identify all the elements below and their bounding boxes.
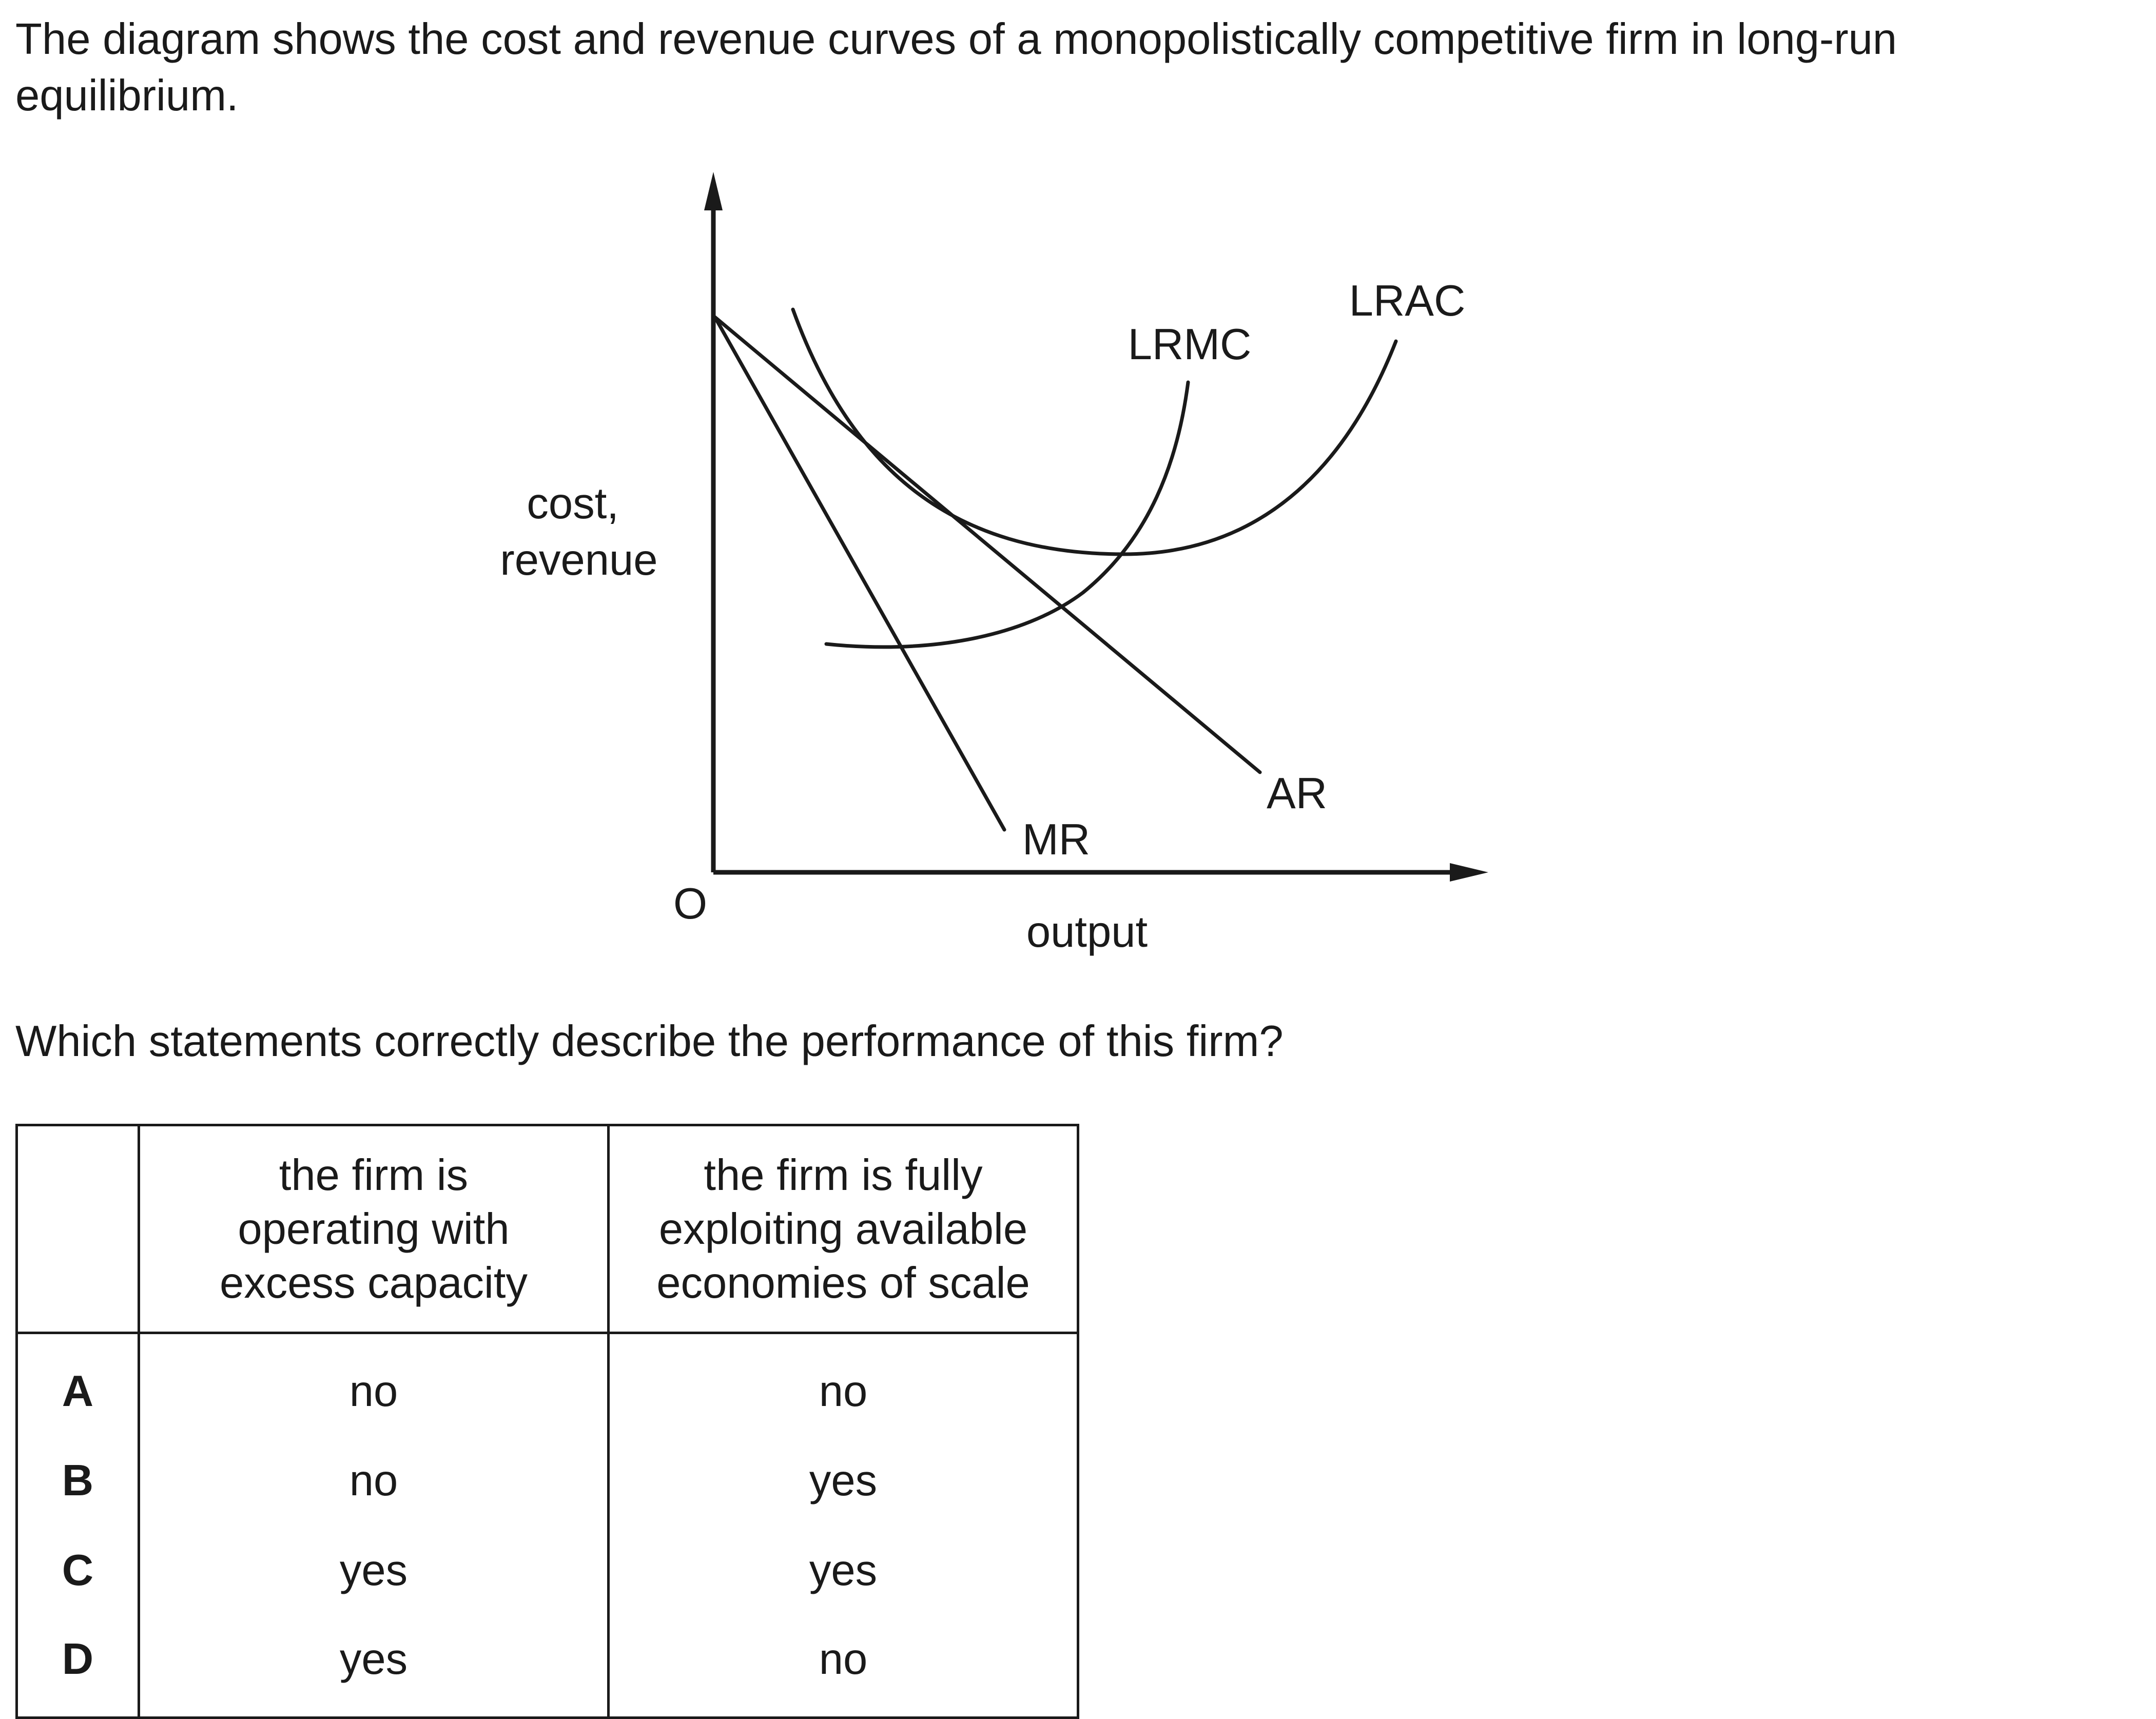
header-excess-capacity-text: the firm is operating with excess capaci… [220,1150,528,1307]
cost-revenue-diagram: cost, revenue output O LRMC LRAC AR MR [500,172,1488,956]
option-label[interactable]: B [15,1435,140,1526]
header-blank-cell [15,1124,140,1334]
mr-label: MR [1022,815,1090,864]
option-label[interactable]: D [15,1615,140,1719]
ar-curve [713,315,1262,774]
header-economies-of-scale: the firm is fully exploiting available e… [607,1124,1079,1334]
origin-label: O [673,880,707,928]
header-excess-capacity: the firm is operating with excess capaci… [138,1124,610,1334]
option-label[interactable]: C [15,1525,140,1615]
x-axis-label: output [1026,908,1148,956]
axes [711,200,1452,875]
excess-capacity-value: yes [138,1525,610,1615]
excess-capacity-value: no [138,1435,610,1526]
table-row[interactable]: A no no [15,1333,1079,1436]
mr-curve [713,315,1006,832]
lrac-curve [791,307,1398,556]
lrac-label: LRAC [1349,277,1466,325]
header-economies-of-scale-text: the firm is fully exploiting available e… [656,1150,1030,1307]
lrmc-label: LRMC [1128,320,1252,369]
x-axis-arrowhead [1450,863,1488,882]
economies-of-scale-value: yes [607,1435,1079,1526]
y-axis-arrowhead [704,172,723,210]
answer-table: the firm is operating with excess capaci… [15,1124,1079,1719]
table-row[interactable]: C yes yes [15,1525,1079,1615]
economies-of-scale-value: no [607,1615,1079,1719]
question-prompt: Which statements correctly describe the … [15,1017,1284,1066]
y-axis-label: cost, revenue [500,479,657,584]
table-row[interactable]: B no yes [15,1435,1079,1526]
table-row[interactable]: D yes no [15,1615,1079,1719]
question-stem: The diagram shows the cost and revenue c… [15,15,1897,120]
economies-of-scale-value: yes [607,1525,1079,1615]
table-header-row: the firm is operating with excess capaci… [15,1124,1079,1334]
option-label[interactable]: A [15,1333,140,1436]
economies-of-scale-value: no [607,1333,1079,1436]
excess-capacity-value: yes [138,1615,610,1719]
lrmc-curve [824,380,1190,649]
ar-label: AR [1267,769,1327,818]
excess-capacity-value: no [138,1333,610,1436]
